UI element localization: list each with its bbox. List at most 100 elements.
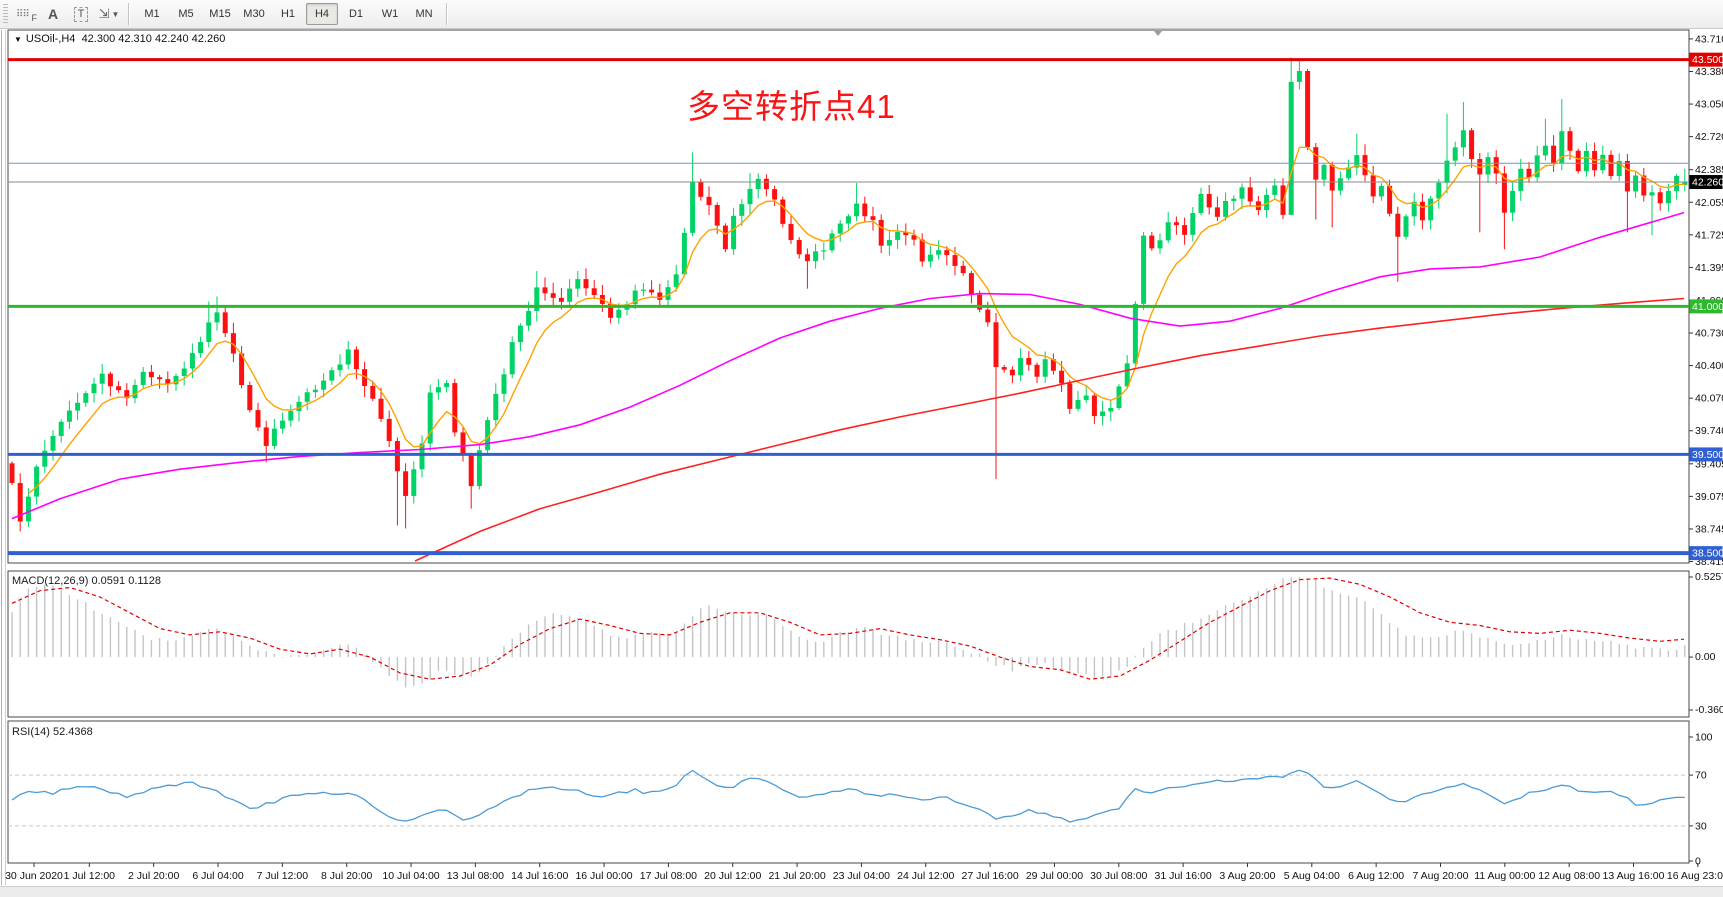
timeframe-mn[interactable]: MN [415, 8, 433, 20]
candle [944, 250, 950, 256]
drawing-tools-icon[interactable]: ⇲ ▼ [98, 6, 120, 21]
price-tick: 43.050 [1695, 99, 1723, 111]
rsi-value: 52.4368 [52, 726, 93, 738]
candle [157, 377, 163, 380]
timeframe-m5[interactable]: M5 [178, 8, 194, 20]
price-badge-value: 41.000 [1692, 301, 1723, 313]
candle [1206, 193, 1212, 208]
price-tick: 38.745 [1695, 523, 1723, 535]
timeframe-m30[interactable]: M30 [243, 8, 265, 20]
candle [731, 215, 737, 250]
candle [1264, 194, 1270, 211]
candle [403, 471, 409, 496]
candle [1542, 145, 1548, 156]
candle [1387, 185, 1393, 214]
candle [312, 389, 318, 393]
candle [681, 232, 687, 275]
text-label-icon[interactable]: A [47, 6, 59, 22]
candle [427, 392, 433, 444]
candle [952, 255, 958, 266]
macd-pane [11, 577, 1686, 688]
candle [1551, 145, 1557, 164]
price-tick: 42.055 [1695, 197, 1723, 209]
candle [1239, 187, 1245, 199]
price-badge-value: 38.500 [1692, 548, 1723, 560]
symbol-info-line[interactable]: ▼ USOil-,H4 42.300 42.310 42.240 42.260 [14, 33, 225, 45]
candle [239, 353, 245, 386]
price-badge-value: 43.500 [1692, 54, 1723, 66]
timeframe-w1[interactable]: W1 [381, 8, 399, 20]
candle [968, 273, 974, 295]
macd-main-value: 0.0591 [91, 575, 126, 587]
expander-triangle-icon[interactable]: ▼ [14, 35, 22, 44]
candle [91, 383, 97, 394]
dotted-grid-icon[interactable]: ⠿⠿ F [16, 8, 37, 23]
price-tick: 41.395 [1695, 262, 1723, 274]
candle [575, 279, 581, 289]
candle [1173, 222, 1179, 226]
candle [1362, 155, 1368, 176]
candle [148, 371, 154, 378]
candle [813, 251, 819, 262]
timeframe-h4[interactable]: H4 [306, 3, 338, 25]
candle [1018, 358, 1024, 376]
candle [353, 349, 359, 370]
time-tick: 13 Aug 16:00 [1603, 870, 1665, 882]
price-tick: 39.075 [1695, 491, 1723, 503]
candle [747, 188, 753, 205]
candle [977, 294, 983, 310]
candle [493, 393, 499, 421]
candle [1182, 225, 1188, 235]
candle [1157, 240, 1163, 249]
candle [1296, 70, 1302, 82]
candle [1452, 147, 1458, 161]
timeframe-d1[interactable]: D1 [348, 8, 364, 20]
candle [1337, 178, 1343, 191]
timeframe-h1[interactable]: H1 [280, 8, 296, 20]
candle [485, 420, 491, 451]
candle [198, 341, 204, 354]
price-tick: 43.380 [1695, 66, 1723, 78]
price-badge [1689, 175, 1723, 190]
candle [280, 420, 286, 429]
time-tick: 27 Jul 16:00 [961, 870, 1018, 882]
candle [1583, 150, 1589, 172]
rsi-axis-tick: 0 [1695, 856, 1701, 868]
candle [1485, 157, 1491, 175]
candle [1444, 160, 1450, 183]
chart-annotation-text[interactable]: 多空转折点41 [687, 88, 896, 125]
candle [1567, 131, 1573, 151]
candle [9, 463, 15, 484]
time-tick: 30 Jul 08:00 [1090, 870, 1147, 882]
text-box-icon[interactable]: T [68, 2, 94, 26]
candle [1674, 175, 1680, 191]
candle [1083, 395, 1089, 400]
timeframe-m1[interactable]: M1 [144, 8, 160, 20]
candle [1067, 383, 1073, 409]
toolbar-drag-handle[interactable] [3, 4, 8, 24]
candle [1329, 164, 1335, 191]
candle [936, 250, 942, 255]
candle [1091, 395, 1097, 417]
candle [640, 289, 646, 291]
time-tick: 12 Aug 08:00 [1538, 870, 1600, 882]
price-tick: 39.740 [1695, 425, 1723, 437]
candle [1346, 167, 1352, 179]
candle [189, 353, 195, 369]
time-axis[interactable]: 30 Jun 2020 1 Jul 12:00 2 Jul 20:00 6 Jul 0… [5, 863, 1723, 882]
timeframe-m15[interactable]: M15 [209, 8, 231, 20]
candle [1050, 359, 1056, 371]
price-badge [1689, 52, 1723, 67]
timeframe-bar: M1 M5 M15 M30 H1 H4 D1 W1 MN [135, 3, 441, 25]
candle [788, 223, 794, 240]
horizontal-levels[interactable] [8, 58, 1689, 556]
candle [616, 309, 622, 318]
price-axis[interactable]: 43.710 43.380 43.050 42.720 42.385 42.055 41.7… [1689, 33, 1723, 868]
time-tick: 30 Jun 2020 [5, 870, 63, 882]
candle [772, 189, 778, 200]
candle [165, 379, 171, 385]
candle [1624, 160, 1630, 192]
rsi-axis-tick: 100 [1695, 732, 1713, 744]
